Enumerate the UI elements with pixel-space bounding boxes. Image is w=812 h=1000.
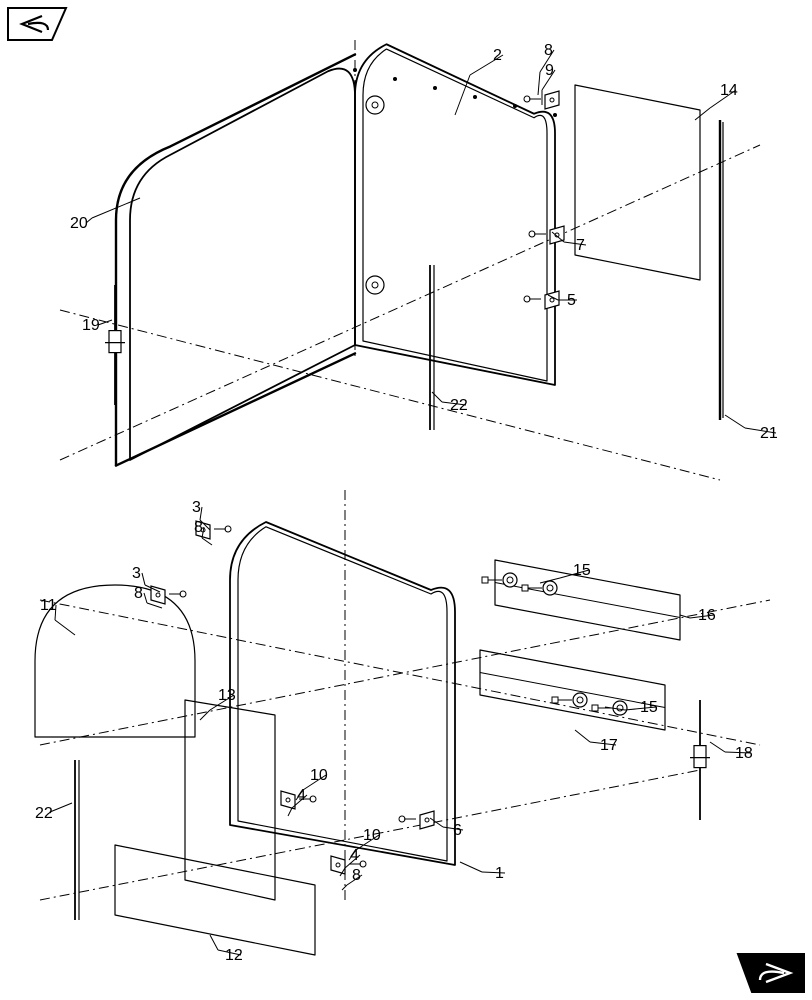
callout-label: 22 bbox=[35, 805, 53, 822]
callout-label: 15 bbox=[573, 562, 591, 579]
callout-label: 10 bbox=[363, 827, 381, 844]
callout-label: 14 bbox=[720, 82, 738, 99]
callout-label: 4 bbox=[297, 787, 306, 804]
callout-label: 17 bbox=[600, 737, 618, 754]
callout-label: 2 bbox=[493, 47, 502, 64]
callout-label: 8 bbox=[544, 42, 553, 59]
callout-label: 4 bbox=[350, 847, 359, 864]
callout-label: 9 bbox=[545, 62, 554, 79]
callout-label: 3 bbox=[192, 499, 201, 516]
callout-label: 15 bbox=[640, 699, 658, 716]
callout-label: 16 bbox=[698, 607, 716, 624]
callout-label: 6 bbox=[453, 822, 462, 839]
callout-label: 10 bbox=[310, 767, 328, 784]
callout-label: 5 bbox=[567, 292, 576, 309]
callout-label: 8 bbox=[194, 519, 203, 536]
callout-label: 19 bbox=[82, 317, 100, 334]
callout-label: 21 bbox=[760, 425, 778, 442]
callout-label: 7 bbox=[576, 237, 585, 254]
callout-label: 8 bbox=[134, 585, 143, 602]
callout-label: 11 bbox=[40, 597, 57, 614]
callout-label: 20 bbox=[70, 215, 88, 232]
nav-next-icon[interactable] bbox=[738, 954, 804, 992]
callout-label: 1 bbox=[495, 865, 504, 882]
callout-label: 18 bbox=[735, 745, 753, 762]
callout-label: 13 bbox=[218, 687, 236, 704]
callout-label: 3 bbox=[132, 565, 141, 582]
nav-prev-icon[interactable] bbox=[8, 8, 66, 40]
callout-label: 8 bbox=[352, 867, 361, 884]
callout-label: 12 bbox=[225, 947, 243, 964]
callout-label: 22 bbox=[450, 397, 468, 414]
exploded-diagram: 2891475201922213838111322121041048611516… bbox=[0, 0, 812, 1000]
